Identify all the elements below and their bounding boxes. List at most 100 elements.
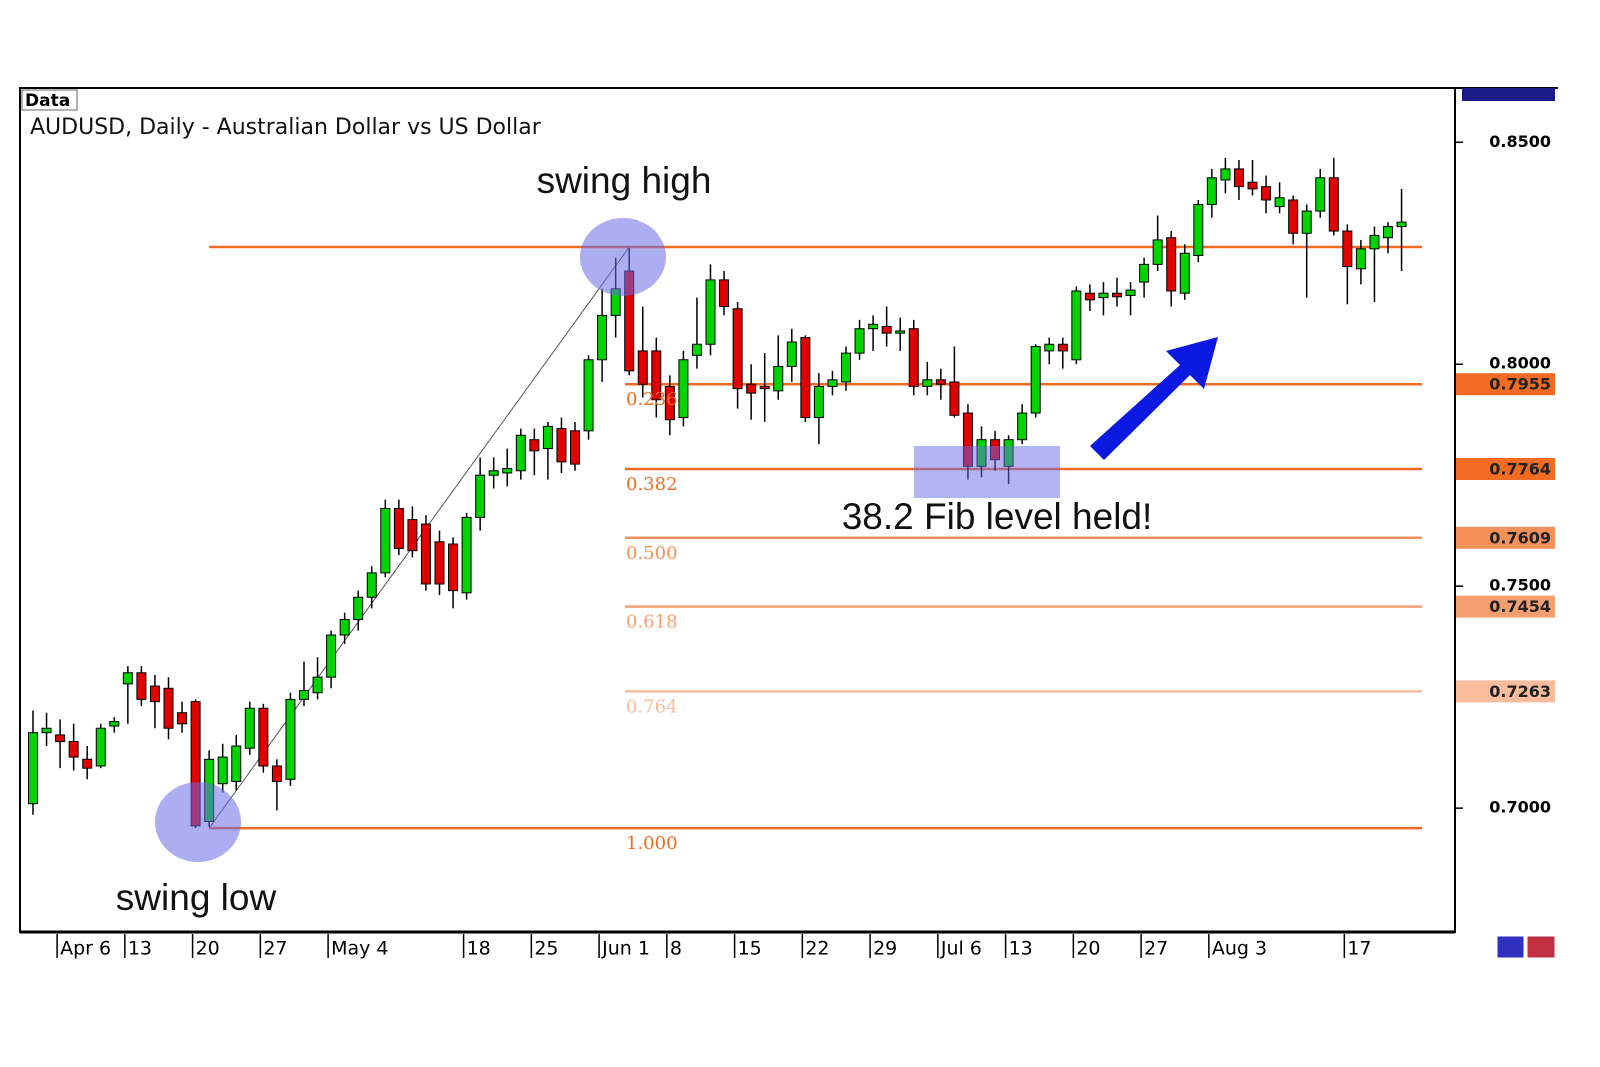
fib-price-label: 0.7263	[1489, 682, 1551, 701]
candle-body	[773, 365, 784, 392]
candle-body	[95, 727, 106, 767]
candle-body	[637, 350, 648, 385]
candle-body	[868, 323, 879, 330]
x-tick-label: 27	[1144, 938, 1168, 960]
fib-price-tag	[1456, 373, 1555, 396]
candle-body	[393, 508, 404, 549]
fib-price-label: 0.7955	[1489, 375, 1551, 394]
candle-body	[1112, 292, 1122, 298]
candle-body	[1152, 239, 1163, 265]
candle-body	[258, 707, 269, 767]
y-tick-label: 0.7500	[1489, 576, 1551, 595]
candle-body	[1057, 343, 1068, 352]
candle-body	[488, 470, 499, 476]
panel-label-box	[21, 89, 78, 111]
candle-body	[122, 672, 133, 685]
x-tick-label: 20	[196, 938, 220, 960]
candle-body	[556, 428, 567, 463]
candle-body	[163, 687, 174, 729]
scroll-button[interactable]	[1496, 935, 1525, 959]
candle-body	[935, 379, 946, 385]
candle-body	[380, 508, 391, 574]
layer: swing high swing low 38.2 Fib level held…	[116, 160, 1218, 918]
candle-body	[1315, 177, 1326, 212]
candle-body	[800, 337, 811, 418]
candle-body	[1396, 221, 1407, 228]
candle-body	[1044, 343, 1055, 352]
x-tick-label: Apr 6	[60, 938, 111, 960]
x-tick-label: 8	[670, 938, 682, 960]
scroll-button[interactable]	[1526, 935, 1556, 959]
candle-body	[515, 434, 526, 472]
candle-body	[136, 672, 147, 700]
y-tick-label: 0.7000	[1489, 798, 1551, 817]
candle-body	[542, 425, 553, 450]
candle-body	[475, 474, 486, 518]
candle-body	[420, 523, 431, 585]
candle-body	[231, 745, 242, 783]
candle-body	[502, 468, 513, 474]
candle-body	[583, 359, 594, 432]
candle-body	[41, 727, 52, 734]
candle-body	[1369, 234, 1380, 250]
x-tick-label: 17	[1347, 938, 1371, 960]
x-tick-label: 22	[805, 938, 829, 960]
index-tag	[1462, 88, 1555, 101]
candle-body	[177, 712, 188, 725]
x-tick-label: 15	[738, 938, 762, 960]
candle-body	[827, 379, 838, 387]
candle-body	[217, 756, 228, 785]
candle-body	[1139, 263, 1150, 283]
annotation: swing high	[537, 160, 712, 201]
chart-title: AUDUSD, Daily - Australian Dollar vs US …	[30, 115, 542, 140]
candle-body	[854, 328, 865, 354]
candle-body	[1355, 248, 1366, 270]
candle-body	[1274, 197, 1285, 208]
candle-body	[529, 439, 540, 452]
candle-body	[149, 685, 160, 703]
candle-body	[719, 279, 730, 308]
x-tick-label: 27	[263, 938, 287, 960]
candle-body	[1301, 210, 1312, 234]
panel-label: Data	[25, 91, 70, 111]
fib-price-tag	[1456, 680, 1555, 703]
fib-level-label: 0.764	[626, 696, 678, 717]
candle-body	[82, 758, 93, 769]
candle-body	[68, 741, 79, 758]
x-tick-label: Jun 1	[601, 938, 650, 960]
candle-body	[1247, 181, 1258, 190]
candle-body	[908, 328, 919, 387]
candle-body	[1017, 412, 1028, 441]
x-tick-label: 20	[1076, 938, 1100, 960]
candle-body	[28, 732, 38, 805]
candle-body	[664, 385, 675, 421]
layer	[28, 157, 1407, 829]
candle-body	[434, 541, 445, 585]
y-tick-label: 0.8500	[1489, 132, 1551, 151]
candle-body	[949, 381, 960, 416]
candle-body	[109, 721, 120, 727]
candle-body	[881, 325, 892, 334]
candle-body	[1383, 226, 1393, 239]
candle-body	[1233, 168, 1244, 188]
x-tick-label: Aug 3	[1212, 938, 1267, 960]
candle-body	[285, 698, 296, 780]
candle-body	[1071, 290, 1082, 361]
candle-body	[1342, 230, 1353, 268]
candle-body	[461, 516, 472, 594]
candle-body	[732, 308, 743, 390]
candle-body	[1084, 292, 1095, 301]
candle-body	[407, 519, 418, 552]
candle-body	[339, 618, 350, 636]
candle-body	[1030, 345, 1041, 414]
candle-body	[570, 430, 580, 465]
swing-trendline	[208, 246, 630, 829]
arrow	[1090, 337, 1218, 460]
annotation: 38.2 Fib level held!	[842, 496, 1153, 537]
candle-body	[1288, 199, 1299, 234]
candle-body	[922, 379, 933, 387]
x-tick-label: 13	[1009, 938, 1033, 960]
x-tick-label: 18	[467, 938, 491, 960]
candle-body	[1098, 292, 1109, 299]
